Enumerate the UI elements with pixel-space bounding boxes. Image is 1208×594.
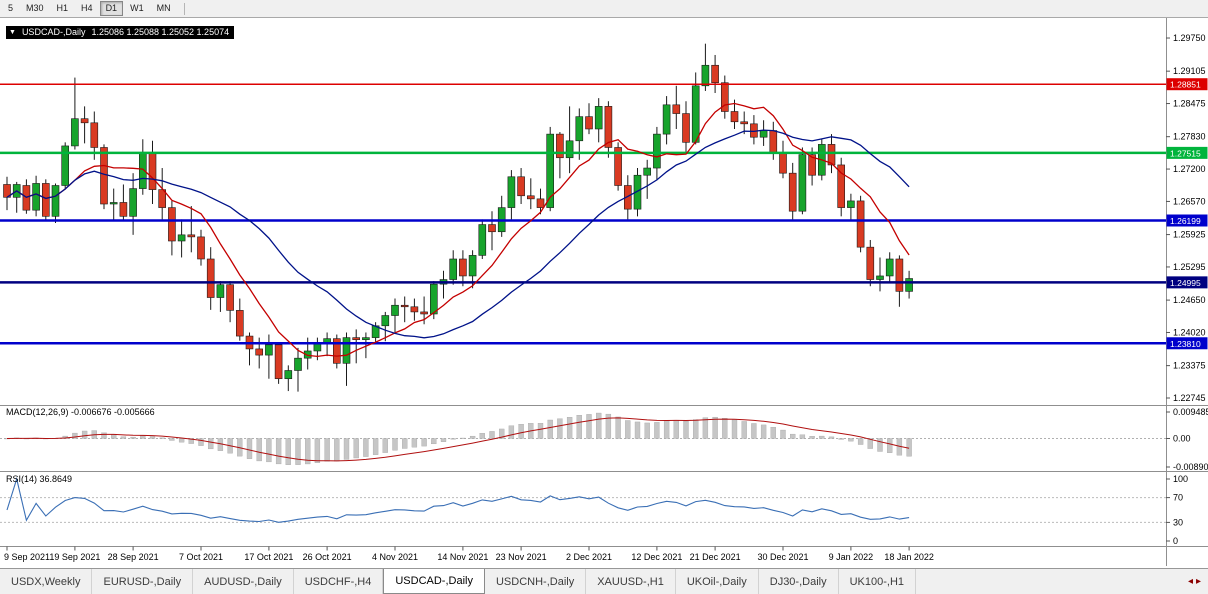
svg-text:1.29750: 1.29750 xyxy=(1173,33,1206,43)
svg-text:18 Jan 2022: 18 Jan 2022 xyxy=(884,552,934,562)
tab-scroll-buttons: ◂ ▸ xyxy=(1181,569,1208,594)
chart-tab-uk100-h1[interactable]: UK100-,H1 xyxy=(839,569,917,594)
svg-text:12 Dec 2021: 12 Dec 2021 xyxy=(631,552,682,562)
chart-tab-xauusd-h1[interactable]: XAUUSD-,H1 xyxy=(586,569,676,594)
timeframe-button-m30[interactable]: M30 xyxy=(20,1,50,16)
svg-text:1.27830: 1.27830 xyxy=(1173,132,1206,142)
svg-text:1.25925: 1.25925 xyxy=(1173,230,1206,240)
svg-text:2 Dec 2021: 2 Dec 2021 xyxy=(566,552,612,562)
svg-text:1.28851: 1.28851 xyxy=(1170,80,1201,90)
svg-text:0.009485: 0.009485 xyxy=(1173,407,1208,417)
svg-text:100: 100 xyxy=(1173,474,1188,484)
svg-text:7 Oct 2021: 7 Oct 2021 xyxy=(179,552,223,562)
price-tag-1.27515 xyxy=(1166,146,1208,159)
svg-text:30: 30 xyxy=(1173,517,1183,527)
chart-canvas[interactable]: 1.29750 1.29105 1.28475 1.27830 1.27200 1.265… xyxy=(0,18,1208,568)
chart-tab-usdchf-h4[interactable]: USDCHF-,H4 xyxy=(294,569,384,594)
timeframe-button-h1[interactable]: H1 xyxy=(51,1,75,16)
svg-text:1.29105: 1.29105 xyxy=(1173,66,1206,76)
chart-tab-dj30-daily[interactable]: DJ30-,Daily xyxy=(759,569,839,594)
chart-tabs: USDX,Weekly EURUSD-,Daily AUDUSD-,Daily USD… xyxy=(0,569,1181,594)
chart-tabbar: USDX,Weekly EURUSD-,Daily AUDUSD-,Daily USD… xyxy=(0,568,1208,594)
timeframe-button-mn[interactable]: MN xyxy=(151,1,177,16)
chart-tab-usdcnh-daily[interactable]: USDCNH-,Daily xyxy=(485,569,587,594)
svg-text:1.24020: 1.24020 xyxy=(1173,327,1206,337)
price-tag-1.23810 xyxy=(1166,337,1208,350)
svg-text:30 Dec 2021: 30 Dec 2021 xyxy=(757,552,808,562)
svg-text:1.26199: 1.26199 xyxy=(1170,216,1201,226)
svg-text:0: 0 xyxy=(1173,536,1178,546)
chart-tab-eurusd-daily[interactable]: EURUSD-,Daily xyxy=(92,569,194,594)
svg-text:1.25295: 1.25295 xyxy=(1173,262,1206,272)
tab-scroll-left-icon[interactable]: ◂ xyxy=(1187,576,1193,587)
timeframe-button-w1[interactable]: W1 xyxy=(124,1,150,16)
toolbar-separator xyxy=(183,2,185,15)
macd-signal-line xyxy=(6,417,910,462)
rsi-panel: 100 70 30 0 xyxy=(0,474,1188,546)
price-axis: 1.29750 1.29105 1.28475 1.27830 1.27200 1.265… xyxy=(1166,33,1206,403)
chart-tab-usdcad-daily[interactable]: USDCAD-,Daily xyxy=(383,569,485,594)
dropdown-triangle-icon[interactable]: ▼ xyxy=(9,29,16,36)
timeframe-buttons: 5 M30 H1 H4 D1 W1 MN xyxy=(2,1,177,16)
svg-text:1.24650: 1.24650 xyxy=(1173,295,1206,305)
svg-text:1.23810: 1.23810 xyxy=(1170,339,1201,349)
chart-tab-usdx-weekly[interactable]: USDX,Weekly xyxy=(0,569,93,594)
date-axis: 9 Sep 2021 19 Sep 2021 28 Sep 2021 7 Oct 20… xyxy=(4,546,934,562)
svg-text:-0.008902: -0.008902 xyxy=(1173,462,1208,472)
horizontal-lines: 1.28851 1.27515 1.26199 1.24995 1.23810 xyxy=(0,78,1208,350)
chart-frame xyxy=(0,18,1208,566)
timeframe-toolbar: 5 M30 H1 H4 D1 W1 MN xyxy=(0,0,1208,18)
price-tag-1.24995 xyxy=(1166,276,1208,289)
svg-text:17 Oct 2021: 17 Oct 2021 xyxy=(244,552,293,562)
svg-text:28 Sep 2021: 28 Sep 2021 xyxy=(108,552,159,562)
svg-text:26 Oct 2021: 26 Oct 2021 xyxy=(303,552,352,562)
svg-text:1.22745: 1.22745 xyxy=(1173,393,1206,403)
svg-text:0.00: 0.00 xyxy=(1173,434,1191,444)
timeframe-button-d1[interactable]: D1 xyxy=(99,1,124,16)
svg-text:9 Jan 2022: 9 Jan 2022 xyxy=(829,552,874,562)
svg-text:1.28475: 1.28475 xyxy=(1173,99,1206,109)
price-tag-1.28851 xyxy=(1166,78,1208,91)
macd-panel: 0.009485 0.00 -0.008902 xyxy=(0,407,1208,472)
chart-ohlc-values: 1.25086 1.25088 1.25052 1.25074 xyxy=(91,27,230,37)
svg-text:1.26570: 1.26570 xyxy=(1173,196,1206,206)
ma-fast-red xyxy=(6,102,910,358)
svg-text:1.23375: 1.23375 xyxy=(1173,361,1206,371)
svg-text:70: 70 xyxy=(1173,493,1183,503)
moving-averages xyxy=(6,102,910,358)
svg-text:9 Sep 2021: 9 Sep 2021 xyxy=(4,552,50,562)
chart-area[interactable]: 1.29750 1.29105 1.28475 1.27830 1.27200 1.265… xyxy=(0,18,1208,568)
candlesticks xyxy=(3,43,913,392)
rsi-label: RSI(14) 36.8649 xyxy=(6,474,73,484)
svg-text:1.27200: 1.27200 xyxy=(1173,164,1206,174)
timeframe-button-5[interactable]: 5 xyxy=(2,1,19,16)
svg-text:19 Sep 2021: 19 Sep 2021 xyxy=(49,552,100,562)
chart-symbol-chip: ▼ USDCAD-,Daily 1.25086 1.25088 1.25052 … xyxy=(6,26,235,39)
price-tag-1.26199 xyxy=(1166,214,1208,227)
svg-text:4 Nov 2021: 4 Nov 2021 xyxy=(372,552,418,562)
rsi-line xyxy=(6,476,910,523)
tab-scroll-right-icon[interactable]: ▸ xyxy=(1195,576,1201,587)
svg-text:14 Nov 2021: 14 Nov 2021 xyxy=(437,552,488,562)
svg-text:21 Dec 2021: 21 Dec 2021 xyxy=(690,552,741,562)
svg-text:1.24995: 1.24995 xyxy=(1170,278,1201,288)
chart-tab-audusd-daily[interactable]: AUDUSD-,Daily xyxy=(193,569,294,594)
chart-tab-ukoil-daily[interactable]: UKOil-,Daily xyxy=(676,569,759,594)
svg-text:23 Nov 2021: 23 Nov 2021 xyxy=(496,552,547,562)
svg-text:1.27515: 1.27515 xyxy=(1170,148,1201,158)
macd-label: MACD(12,26,9) -0.006676 -0.005666 xyxy=(6,407,155,417)
timeframe-button-h4[interactable]: H4 xyxy=(75,1,99,16)
chart-symbol-label: USDCAD-,Daily xyxy=(21,27,86,37)
ma-slow-blue xyxy=(6,129,910,339)
